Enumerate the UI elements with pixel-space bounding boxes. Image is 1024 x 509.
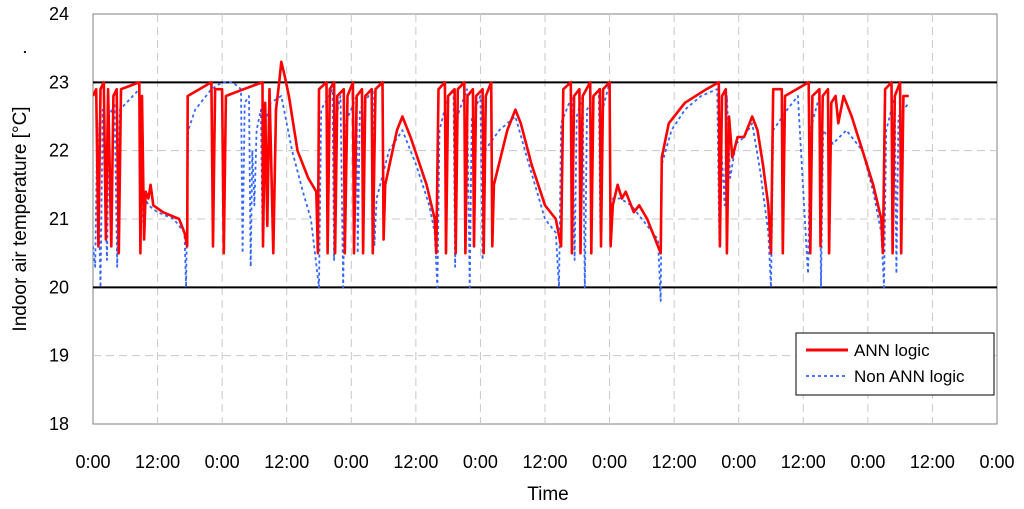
x-tick-label: 12:00 <box>652 452 697 472</box>
y-tick-label: 20 <box>49 277 69 297</box>
x-tick-label: 0:00 <box>979 452 1014 472</box>
x-tick-label: 12:00 <box>781 452 826 472</box>
x-tick-label: 0:00 <box>75 452 110 472</box>
y-tick-label: 18 <box>49 414 69 434</box>
x-tick-label: 12:00 <box>135 452 180 472</box>
x-tick-label: 12:00 <box>522 452 567 472</box>
y-tick-label: 21 <box>49 209 69 229</box>
x-tick-labels: 0:00 12:00 0:00 12:00 0:00 12:00 0:00 12:00 0:00… <box>75 452 1014 472</box>
x-tick-label: 12:00 <box>264 452 309 472</box>
legend-label-non-ann-logic: Non ANN logic <box>854 367 965 386</box>
x-tick-label: 0:00 <box>592 452 627 472</box>
y-tick-label: 19 <box>49 346 69 366</box>
reference-lines <box>93 81 997 289</box>
x-axis-title: Time <box>527 484 569 504</box>
series-line-ann-logic <box>93 60 909 255</box>
legend: ANN logic Non ANN logic <box>795 332 995 396</box>
series-layer <box>93 60 910 302</box>
x-tick-label: 0:00 <box>721 452 756 472</box>
y-tick-label: 23 <box>49 72 69 92</box>
x-tick-label: 0:00 <box>463 452 498 472</box>
x-tick-label: 0:00 <box>205 452 240 472</box>
y-axis-title-suffix: . <box>10 49 31 54</box>
legend-box <box>795 332 995 396</box>
x-tick-label: 12:00 <box>393 452 438 472</box>
y-tick-labels: 18 19 20 21 22 23 24 <box>49 4 69 434</box>
y-tick-label: 24 <box>49 4 69 24</box>
legend-label-ann-logic: ANN logic <box>854 341 930 360</box>
x-tick-label: 12:00 <box>910 452 955 472</box>
y-tick-label: 22 <box>49 141 69 161</box>
x-tick-label: 0:00 <box>850 452 885 472</box>
x-tick-label: 0:00 <box>334 452 369 472</box>
y-axis-title: Indoor air temperature [°C] <box>10 106 31 331</box>
